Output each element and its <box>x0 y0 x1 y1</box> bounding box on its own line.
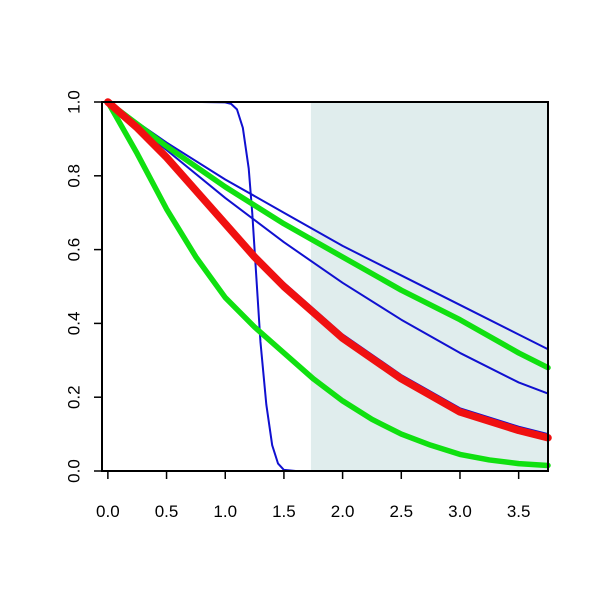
series-line-7 <box>104 98 552 442</box>
x-tick-label: 0.0 <box>96 502 120 521</box>
axes-layer: 0.0 0.5 1.0 1.5 2.0 2.5 3.0 3.5 0.0 0.2 0.4 0.6 0.8 1… <box>65 90 549 521</box>
y-tick-label: 0.6 <box>65 238 84 262</box>
y-tick-label: 0.0 <box>65 459 84 483</box>
x-tick-label: 3.0 <box>448 502 472 521</box>
y-tick-label: 0.4 <box>65 312 84 336</box>
plot-frame <box>101 101 549 472</box>
x-tick-label: 3.5 <box>507 502 531 521</box>
series-line-5 <box>105 99 551 371</box>
y-tick-label: 0.2 <box>65 385 84 409</box>
y-tick-label: 1.0 <box>65 90 84 114</box>
x-tick-label: 2.5 <box>389 502 413 521</box>
x-tick-label: 2.0 <box>331 502 355 521</box>
x-tick-label: 1.5 <box>272 502 296 521</box>
series-line-6 <box>105 99 551 469</box>
series-line-2 <box>106 101 549 351</box>
x-tick-label: 0.5 <box>155 502 179 521</box>
series-line-3 <box>106 101 549 395</box>
shaded-region <box>310 102 548 471</box>
y-tick-label: 0.8 <box>65 164 84 188</box>
plot-area <box>310 102 548 471</box>
x-tick-label: 1.0 <box>213 502 237 521</box>
series-layer <box>104 98 552 472</box>
